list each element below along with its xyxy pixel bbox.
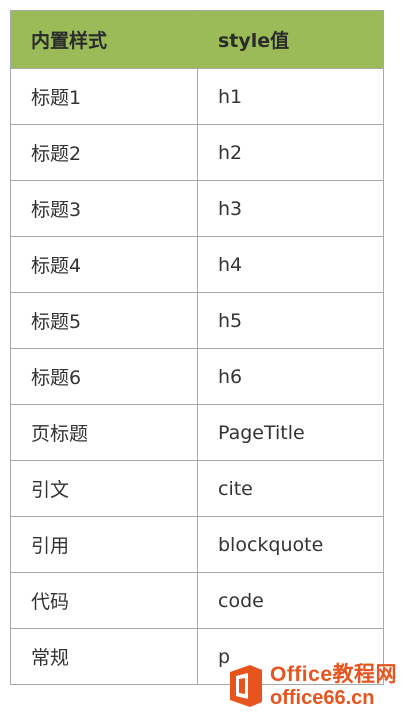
header-builtin-style: 内置样式 — [10, 10, 198, 69]
style-value-cell: h5 — [197, 292, 384, 349]
table-row: 标题1 h1 — [10, 68, 384, 125]
table-row: 标题6 h6 — [10, 348, 384, 405]
style-name-cell: 标题5 — [10, 292, 198, 349]
style-name-cell: 常规 — [10, 628, 198, 685]
table-row: 代码 code — [10, 572, 384, 629]
table-header-row: 内置样式 style值 — [10, 10, 384, 69]
style-name-cell: 标题6 — [10, 348, 198, 405]
watermark-site-domain: office66.cn — [269, 687, 375, 709]
style-value-cell: blockquote — [197, 516, 384, 573]
style-name-cell: 标题4 — [10, 236, 198, 293]
table-row: 页标题 PageTitle — [10, 404, 384, 461]
style-value-cell: PageTitle — [197, 404, 384, 461]
style-value-cell: h6 — [197, 348, 384, 405]
style-name-cell: 标题3 — [10, 180, 198, 237]
table-row: 常规 p — [10, 628, 384, 685]
watermark: Office教程网 office66.cn — [226, 661, 397, 711]
table-row: 标题5 h5 — [10, 292, 384, 349]
table-row: 标题4 h4 — [10, 236, 384, 293]
style-name-cell: 引用 — [10, 516, 198, 573]
table-row: 引文 cite — [10, 460, 384, 517]
style-name-cell: 标题2 — [10, 124, 198, 181]
style-value-cell: code — [197, 572, 384, 629]
table-row: 标题3 h3 — [10, 180, 384, 237]
style-value-cell: h1 — [197, 68, 384, 125]
watermark-text: Office教程网 office66.cn — [270, 664, 397, 708]
style-name-cell: 页标题 — [10, 404, 198, 461]
style-name-cell: 引文 — [10, 460, 198, 517]
style-value-cell: cite — [197, 460, 384, 517]
style-name-cell: 代码 — [10, 572, 198, 629]
watermark-site-name: Office教程网 — [269, 663, 397, 686]
office-logo-icon — [229, 665, 262, 707]
style-value-cell: h2 — [197, 124, 384, 181]
style-name-cell: 标题1 — [10, 68, 198, 125]
style-value-cell: p — [197, 628, 384, 685]
style-table: 内置样式 style值 标题1 h1 标题2 h2 标题3 h3 标题4 h4 — [10, 10, 384, 685]
style-value-cell: h4 — [197, 236, 384, 293]
table-row: 标题2 h2 — [10, 124, 384, 181]
table-row: 引用 blockquote — [10, 516, 384, 573]
style-value-cell: h3 — [197, 180, 384, 237]
header-style-value: style值 — [197, 10, 384, 69]
